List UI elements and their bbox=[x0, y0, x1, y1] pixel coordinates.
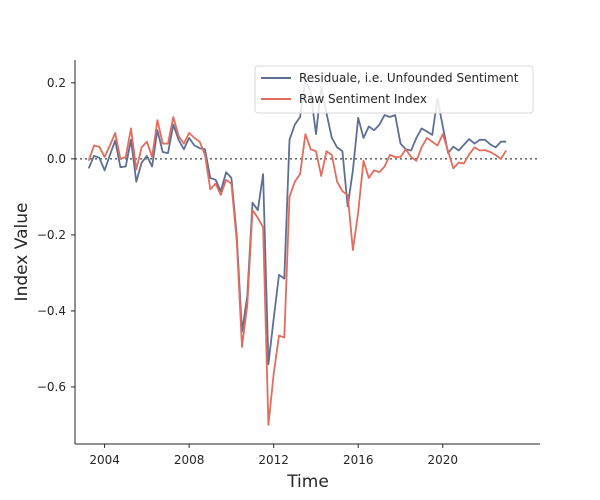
y-axis-label: Index Value bbox=[12, 203, 32, 302]
y-tick-label: −0.6 bbox=[37, 380, 66, 394]
y-tick-label: 0.2 bbox=[47, 76, 66, 90]
x-tick-label: 2020 bbox=[427, 453, 458, 467]
x-axis-label: Time bbox=[286, 472, 329, 492]
axes-layer bbox=[74, 60, 540, 445]
x-tick-label: 2004 bbox=[89, 453, 120, 467]
legend-box bbox=[254, 65, 534, 114]
x-tick-label: 2008 bbox=[174, 453, 205, 467]
series-line-raw-sentiment bbox=[87, 116, 507, 426]
y-tick-label: 0.0 bbox=[47, 152, 66, 166]
legend-label-residuale: Residuale, i.e. Unfounded Sentiment bbox=[299, 71, 519, 85]
y-tick-label: −0.2 bbox=[37, 228, 66, 242]
ticks-layer: 2004 2008 2012 2016 2020 0.2 0.0 −0.2 −0.4 −0.6 bbox=[37, 76, 458, 467]
x-tick-label: 2012 bbox=[258, 453, 289, 467]
series-line-residuale bbox=[87, 78, 507, 366]
y-tick-label: −0.4 bbox=[37, 304, 66, 318]
x-tick-label: 2016 bbox=[343, 453, 374, 467]
legend-label-raw-sentiment: Raw Sentiment Index bbox=[299, 92, 427, 106]
series-layer bbox=[87, 78, 507, 426]
legend: Residuale, i.e. Unfounded Sentiment Raw … bbox=[254, 65, 534, 114]
